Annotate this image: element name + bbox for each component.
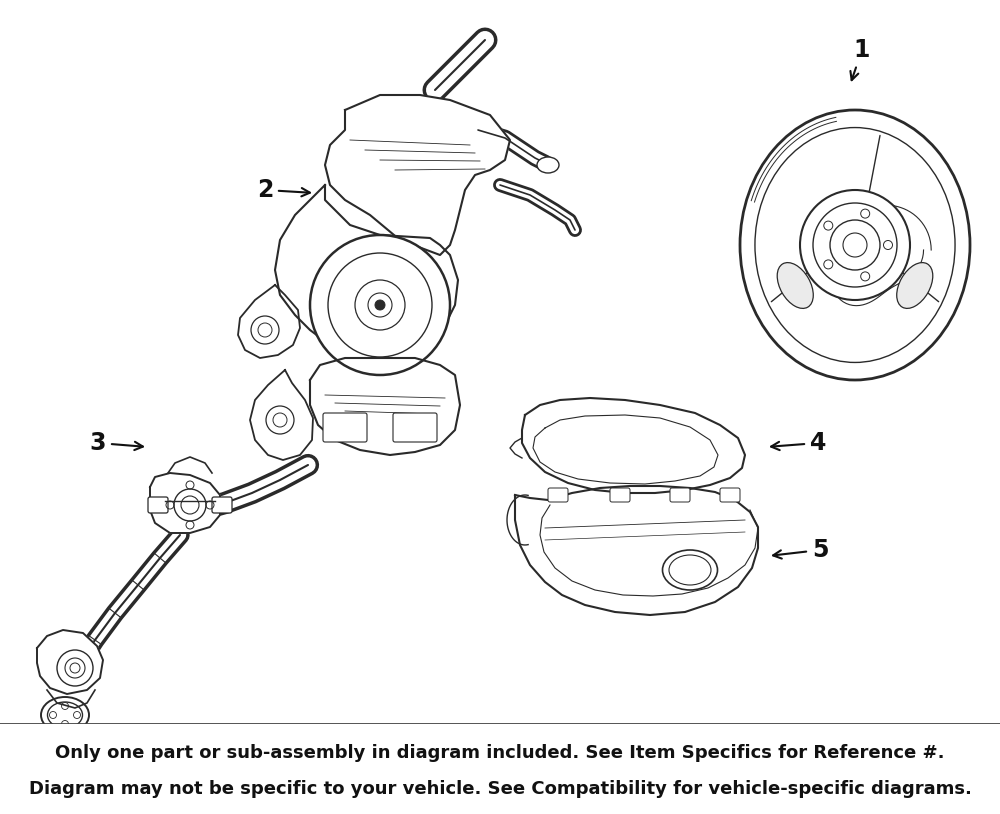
FancyBboxPatch shape xyxy=(720,488,740,502)
FancyBboxPatch shape xyxy=(548,488,568,502)
FancyBboxPatch shape xyxy=(670,488,690,502)
Ellipse shape xyxy=(537,157,559,173)
Polygon shape xyxy=(809,204,931,306)
Text: 3: 3 xyxy=(90,431,143,455)
Polygon shape xyxy=(168,457,212,473)
Text: 4: 4 xyxy=(771,431,826,455)
FancyBboxPatch shape xyxy=(323,413,367,442)
Polygon shape xyxy=(37,630,103,694)
Text: 5: 5 xyxy=(773,538,828,562)
Polygon shape xyxy=(47,690,95,708)
Ellipse shape xyxy=(897,263,933,309)
Polygon shape xyxy=(310,358,460,455)
FancyBboxPatch shape xyxy=(610,488,630,502)
Text: 1: 1 xyxy=(850,38,870,80)
Polygon shape xyxy=(522,398,745,493)
Polygon shape xyxy=(515,486,758,615)
Ellipse shape xyxy=(777,263,813,309)
FancyBboxPatch shape xyxy=(212,497,232,513)
Circle shape xyxy=(375,300,385,310)
Polygon shape xyxy=(150,473,220,533)
Circle shape xyxy=(310,235,450,375)
Polygon shape xyxy=(325,95,510,255)
Ellipse shape xyxy=(662,550,718,590)
FancyBboxPatch shape xyxy=(393,413,437,442)
Polygon shape xyxy=(238,285,300,358)
Polygon shape xyxy=(275,185,458,355)
Text: Diagram may not be specific to your vehicle. See Compatibility for vehicle-speci: Diagram may not be specific to your vehi… xyxy=(29,780,971,798)
Text: Only one part or sub-assembly in diagram included. See Item Specifics for Refere: Only one part or sub-assembly in diagram… xyxy=(55,744,945,762)
Polygon shape xyxy=(250,370,313,460)
FancyBboxPatch shape xyxy=(148,497,168,513)
Ellipse shape xyxy=(740,110,970,380)
Ellipse shape xyxy=(41,697,89,733)
Text: 2: 2 xyxy=(257,178,310,202)
Circle shape xyxy=(174,489,206,521)
Circle shape xyxy=(800,190,910,300)
